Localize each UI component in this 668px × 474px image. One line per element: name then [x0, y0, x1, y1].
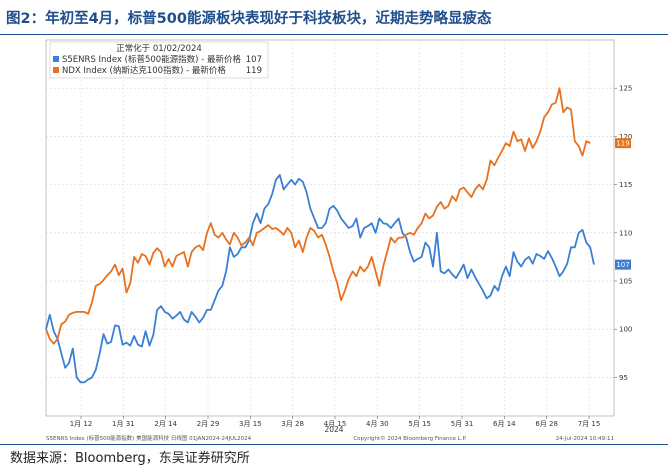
- x-axis-year-label: 2024: [324, 425, 343, 434]
- y-tick-label: 120: [619, 133, 632, 141]
- y-tick-label: 115: [619, 181, 632, 189]
- x-tick-label: 7月 15: [578, 420, 601, 428]
- x-tick-label: 2月 29: [197, 420, 220, 428]
- vertical-gridlines: [80, 40, 590, 416]
- legend-swatch-ndx: [53, 67, 59, 73]
- legend-box: [49, 41, 269, 79]
- footer-left: S5ENRS Index (标普500能源指数) 美国能源科技 日线图 01JA…: [46, 434, 252, 442]
- title-rule: [0, 34, 668, 35]
- series-line-energy: [45, 174, 595, 384]
- footer-right: 24-Jul-2024 10:49:11: [556, 436, 614, 442]
- x-tick-label: 1月 31: [112, 420, 135, 428]
- plot-background: [45, 39, 615, 417]
- y-axis-ticks: 95 100 105 110 115 120 125: [614, 85, 632, 382]
- x-tick-label: 4月 30: [366, 420, 389, 428]
- last-value-labels: 107 119: [615, 138, 631, 270]
- series-line-ndx: [45, 87, 591, 345]
- line-chart: 95 100 105 110 115 120 125 1月 12 1月 31 2月 14 2月 2…: [45, 39, 632, 442]
- x-tick-label: 3月 28: [281, 420, 304, 428]
- x-tick-label: 2月 14: [154, 420, 177, 428]
- y-tick-label: 125: [619, 85, 632, 93]
- last-value-label: 119: [616, 140, 629, 148]
- legend-entry-energy: S5ENRS Index (标普500能源指数) - 最新价格: [62, 54, 241, 65]
- horizontal-gridlines: [46, 87, 614, 378]
- y-tick-label: 100: [619, 326, 632, 334]
- legend: 正常化于 01/02/2024 S5ENRS Index (标普500能源指数)…: [49, 41, 269, 79]
- x-tick-label: 6月 14: [493, 420, 516, 428]
- x-tick-label: 5月 31: [451, 420, 474, 428]
- legend-heading: 正常化于 01/02/2024: [116, 43, 202, 54]
- x-axis-ticks: 1月 12 1月 31 2月 14 2月 29 3月 15 3月 28 4月 15 4月 30…: [70, 416, 601, 428]
- series-lines: [45, 87, 595, 384]
- figure-title: 图2：年初至4月，标普500能源板块表现好于科技板块，近期走势略显疲态: [6, 11, 492, 27]
- x-tick-label: 6月 28: [535, 420, 558, 428]
- source-rule: [0, 444, 668, 445]
- source-note: 数据来源：Bloomberg，东吴证券研究所: [10, 451, 250, 466]
- x-tick-label: 1月 12: [70, 420, 93, 428]
- footer-center: Copyright© 2024 Bloomberg Finance L.P.: [353, 435, 467, 442]
- legend-entry-ndx: NDX Index (纳斯达克100指数) - 最新价格: [62, 65, 226, 76]
- last-value-label: 107: [616, 261, 629, 269]
- y-tick-label: 95: [619, 374, 628, 382]
- y-tick-label: 105: [619, 278, 632, 286]
- last-value-badge: [615, 138, 631, 149]
- x-tick-label: 3月 15: [239, 420, 262, 428]
- x-tick-label: 4月 15: [324, 420, 347, 428]
- chart-area: 95 100 105 110 115 120 125 1月 12 1月 31 2月 14 2月 2…: [0, 36, 668, 444]
- x-tick-label: 5月 15: [408, 420, 431, 428]
- legend-last-energy: 107: [246, 55, 262, 65]
- last-value-badge: [615, 259, 631, 270]
- y-tick-label: 110: [619, 229, 632, 237]
- legend-last-ndx: 119: [246, 66, 262, 76]
- legend-swatch-energy: [53, 56, 59, 62]
